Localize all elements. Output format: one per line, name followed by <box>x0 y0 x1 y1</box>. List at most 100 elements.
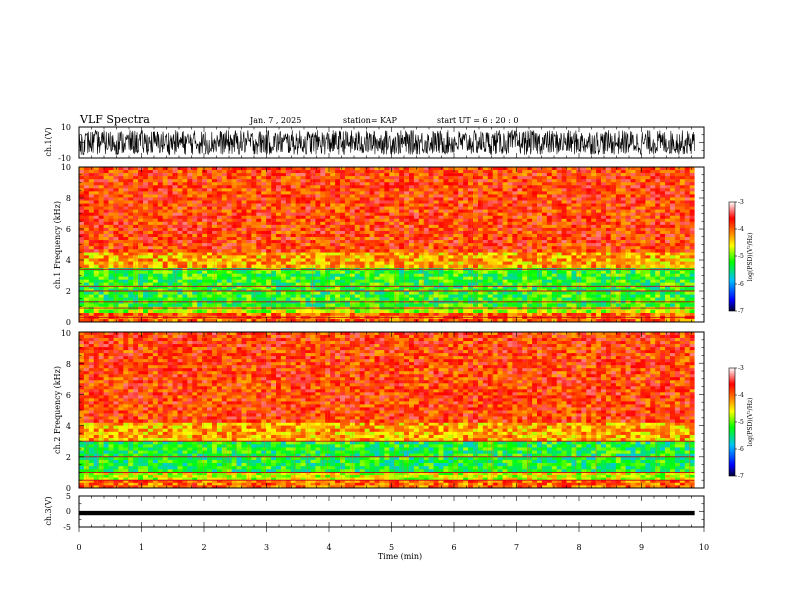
spec1-cell <box>438 203 444 207</box>
spec1-cell <box>157 206 164 210</box>
spec1-cell <box>684 261 690 265</box>
spec1-cell <box>605 255 612 259</box>
spec1-cell <box>295 182 301 186</box>
spec1-cell <box>246 243 252 247</box>
spec1-cell <box>640 258 646 262</box>
spec1-cell <box>571 312 577 317</box>
spec1-cell <box>379 188 385 192</box>
spec1-cell <box>231 240 237 244</box>
spec1-cell <box>79 167 85 171</box>
spec1-cell <box>221 303 228 307</box>
spec1-cell <box>625 261 631 265</box>
spec1-cell <box>374 200 380 204</box>
spec1-cell <box>487 252 493 256</box>
spec1-cell <box>408 237 415 241</box>
spec1-cell <box>251 237 257 241</box>
spec1-cell <box>118 212 124 217</box>
spec1-cell <box>665 261 671 265</box>
spec1-cell <box>192 255 198 259</box>
spec1-cell <box>404 218 410 223</box>
spec1-cell <box>389 233 395 238</box>
spec1-cell <box>453 261 459 265</box>
spec1-cell <box>241 252 247 256</box>
spec1-cell <box>473 258 479 262</box>
spec1-cell <box>674 273 681 277</box>
spec1-cell <box>404 185 410 189</box>
spec1-cell <box>162 215 168 220</box>
spec1-cell <box>443 297 449 301</box>
spec1-cell <box>458 312 464 317</box>
spec1-cell <box>497 303 503 307</box>
spec1-cell <box>689 285 695 289</box>
spec1-cell <box>295 258 301 262</box>
spec1-cell <box>660 285 666 289</box>
spec1-cell <box>280 243 287 247</box>
spec1-cell <box>207 309 213 313</box>
spec1-cell <box>295 173 301 177</box>
spec1-cell <box>295 303 301 307</box>
spec1-cell <box>113 288 119 292</box>
spec1-cell <box>413 312 420 317</box>
spec1-cell <box>428 252 434 256</box>
spec1-cell <box>507 273 513 277</box>
spec1-cell <box>522 312 528 317</box>
spec1-cell <box>379 218 385 223</box>
spec1-cell <box>207 182 213 186</box>
spec1-cell <box>413 212 420 217</box>
spec1-cell <box>251 303 257 307</box>
spec1-cell <box>438 249 444 253</box>
spec1-cell <box>546 285 553 289</box>
spec1-cell <box>408 233 415 238</box>
spec1-cell <box>340 243 346 247</box>
spec1-cell <box>231 230 237 235</box>
spec1-cell <box>679 288 686 292</box>
spec1-cell <box>325 167 331 171</box>
spec1-cell <box>438 218 444 223</box>
spec1-cell <box>315 227 321 232</box>
spec1-cell <box>143 215 149 220</box>
spec1-cell <box>226 194 232 198</box>
spec1-cell <box>335 279 341 283</box>
spec1-cell <box>98 252 104 256</box>
spec1-cell <box>138 249 144 253</box>
spec1-cell <box>340 264 346 269</box>
spec1-cell <box>374 233 380 238</box>
spec1-cell <box>413 206 420 210</box>
spec1-cell <box>118 221 124 226</box>
spec1-cell <box>320 185 326 189</box>
spec1-cell <box>330 224 336 229</box>
spec1-cell <box>423 276 429 280</box>
spec1-cell <box>108 273 114 277</box>
spec1-cell <box>177 197 183 201</box>
spec1-cell <box>340 240 346 244</box>
spec1-cell <box>236 173 242 177</box>
spec1-cell <box>261 230 267 235</box>
spec1-cell <box>394 285 400 289</box>
spec1-cell <box>369 255 375 259</box>
spec1-cell <box>118 264 124 269</box>
spec1-cell <box>679 270 686 275</box>
spec1-cell <box>418 240 425 244</box>
spec1-cell <box>300 212 306 217</box>
spec1-cell <box>276 309 282 313</box>
spec1-cell <box>433 224 439 229</box>
spec1-cell <box>226 191 232 195</box>
spec1-cell <box>320 255 326 259</box>
spec1-cell <box>221 224 228 229</box>
spec1-cell <box>93 276 99 280</box>
spec1-cell <box>541 258 548 262</box>
spec1-cell <box>256 218 262 223</box>
spec1-cell <box>231 258 237 262</box>
spec1-cell <box>143 230 149 235</box>
spec1-cell <box>152 212 159 217</box>
spec1-cell <box>477 297 484 301</box>
spec1-cell <box>138 200 144 204</box>
spec1-cell <box>197 270 203 275</box>
spec1-cell <box>285 252 292 256</box>
spec1-cell <box>280 203 287 207</box>
spec1-cell <box>433 297 439 301</box>
spec1-cell <box>285 261 292 265</box>
spec1-cell <box>418 282 425 286</box>
spec1-cell <box>551 276 558 280</box>
spec1-cell <box>448 273 454 277</box>
